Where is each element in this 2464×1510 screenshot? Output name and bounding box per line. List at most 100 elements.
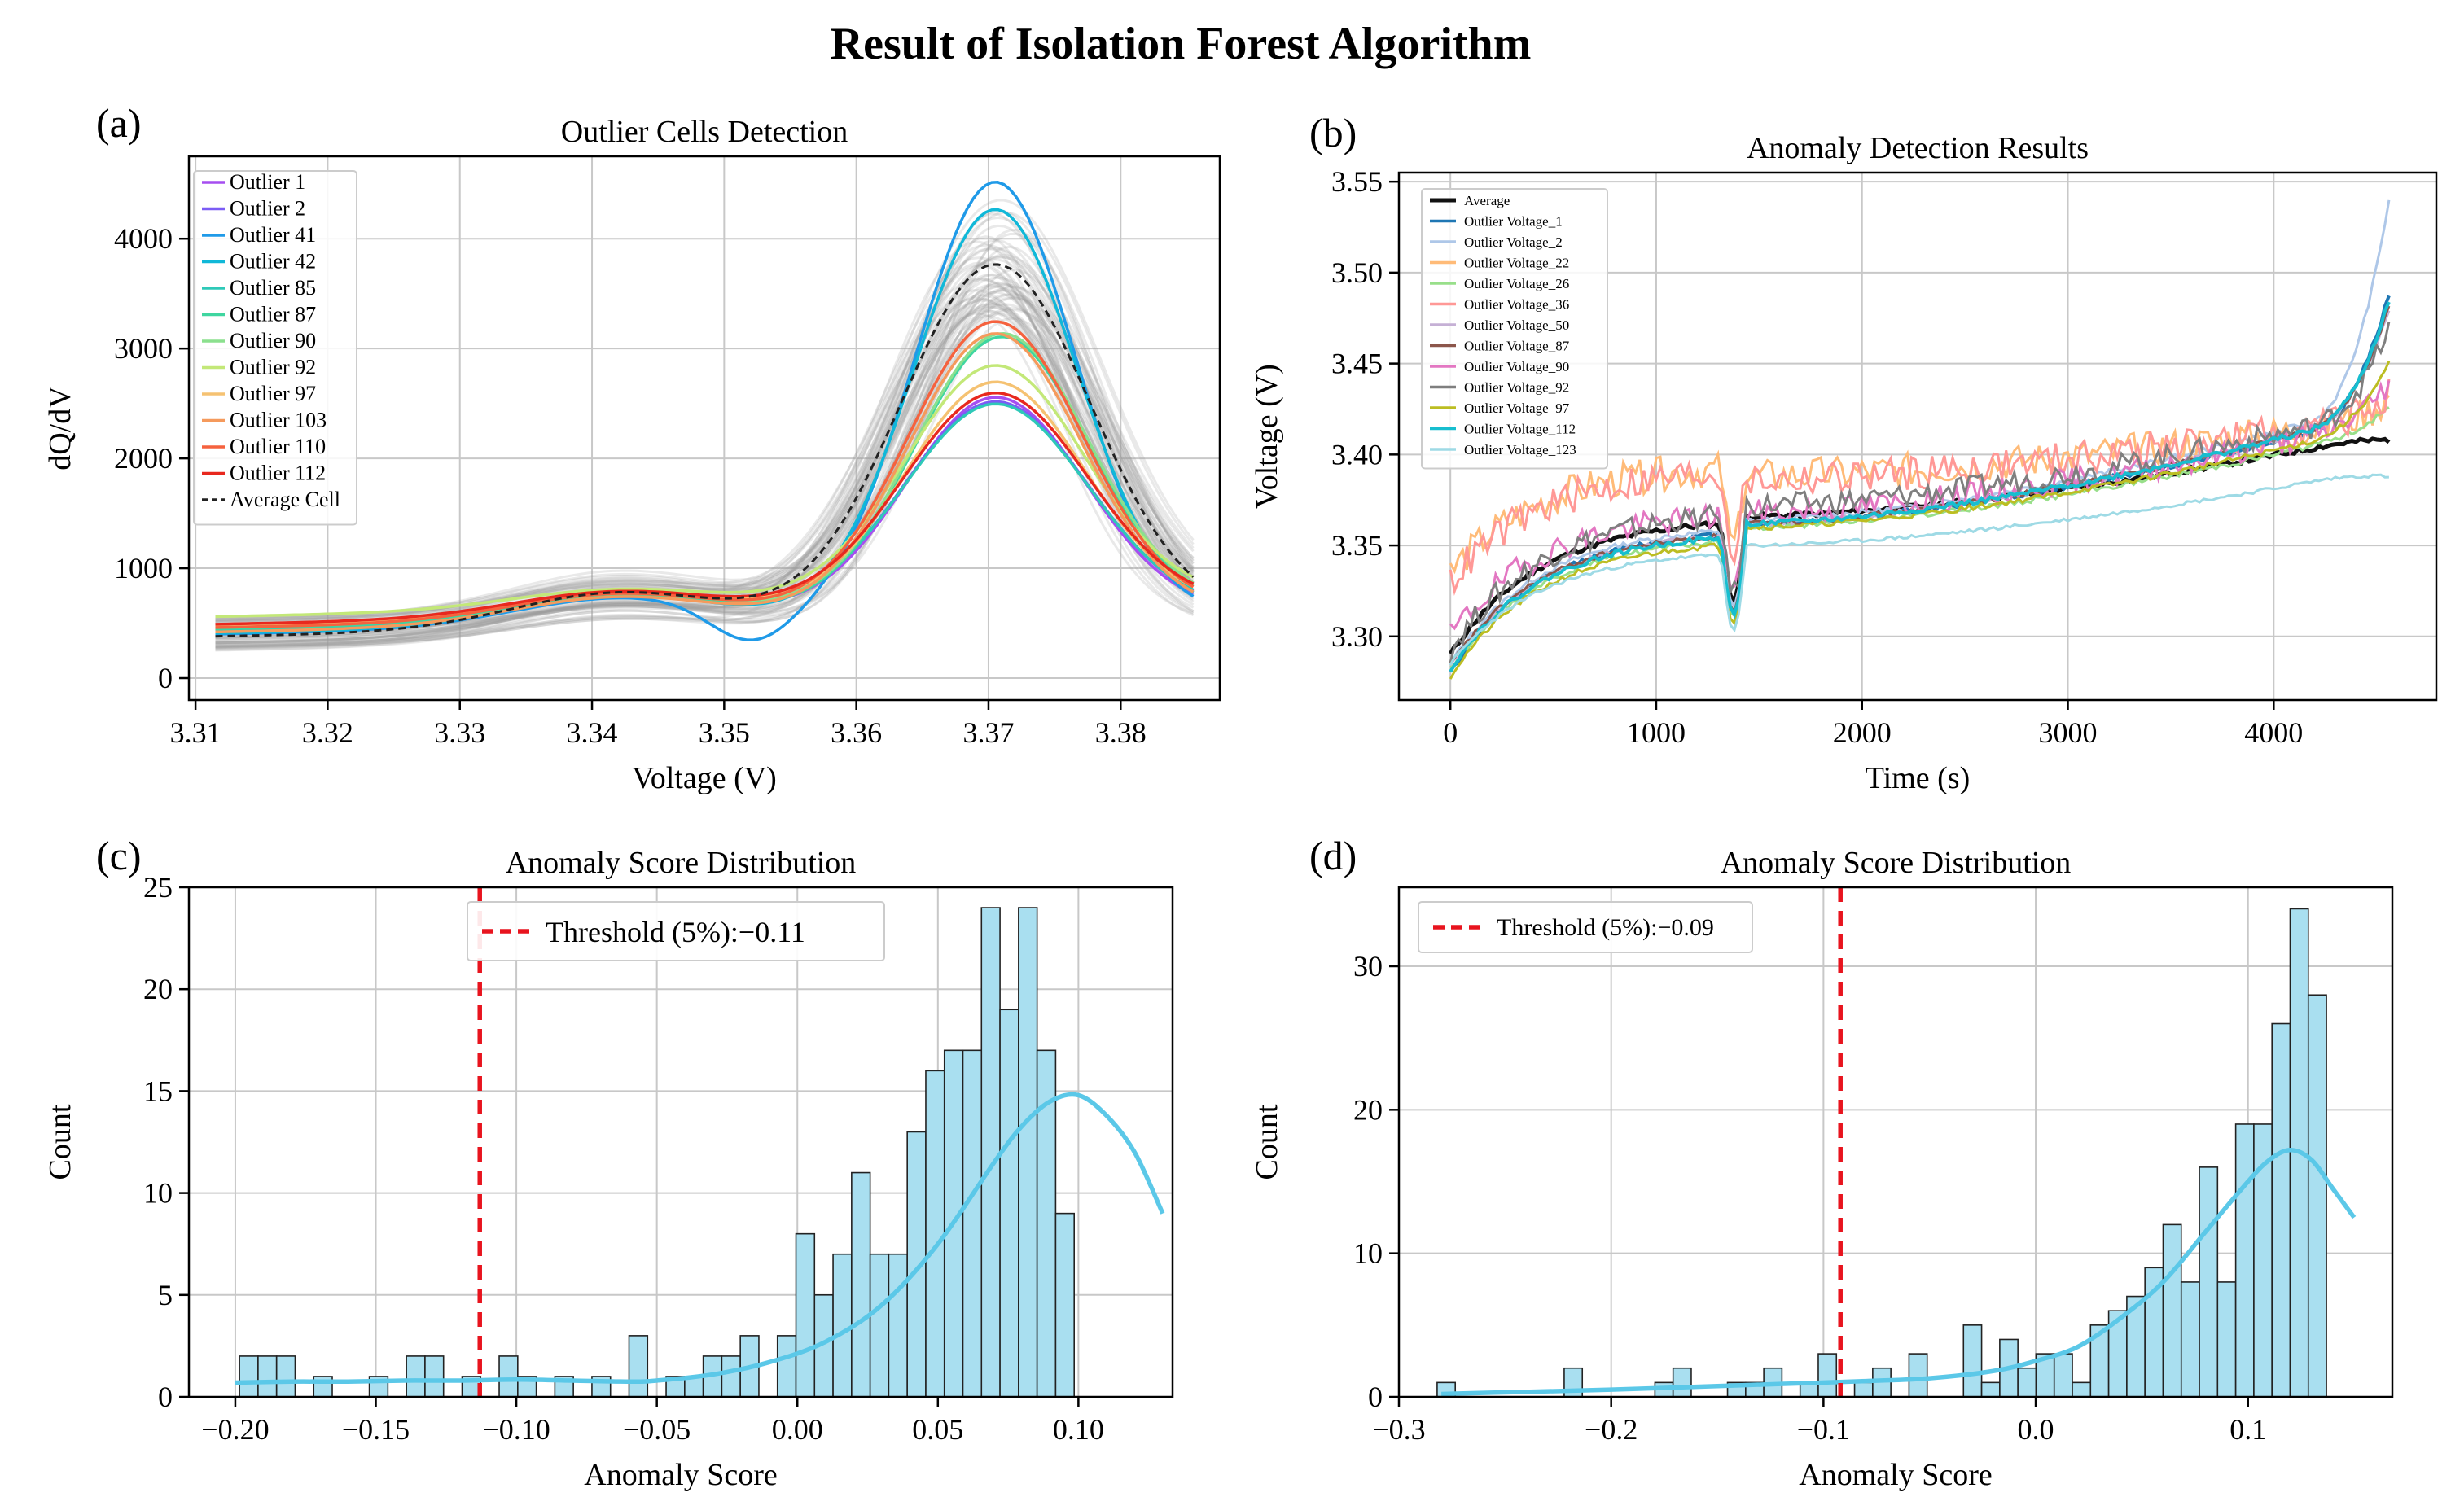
legend-label: Threshold (5%):−0.11 [546, 916, 805, 948]
panel-1: 0 1000 2000 3000 4000 3.30 3.35 3.40 3.45 3.50 3.5… [1250, 110, 2438, 795]
background-cell-line [215, 293, 1195, 641]
y-tick-label: 4000 [114, 222, 173, 255]
x-tick-label: 0.05 [912, 1413, 963, 1446]
panel-label: (d) [1309, 833, 1357, 878]
legend: Threshold (5%):−0.11 [467, 901, 885, 961]
legend-label: Outlier 112 [230, 462, 326, 485]
y-tick-label: 3.35 [1331, 529, 1383, 562]
histogram-bar [1962, 1324, 1983, 1397]
x-tick-label: 3.31 [170, 716, 221, 749]
x-tick-label: −0.2 [1585, 1413, 1638, 1446]
panel-label: (b) [1309, 110, 1357, 155]
histogram-bar [1817, 1353, 1838, 1397]
x-tick-label: −0.05 [623, 1413, 691, 1446]
background-cell-line [215, 299, 1195, 623]
legend-label: Outlier Voltage_90 [1464, 359, 1569, 374]
histogram-bar [2162, 1223, 2182, 1397]
histogram-bar [999, 1009, 1019, 1397]
x-tick-label: −0.15 [342, 1413, 410, 1446]
legend: Average Outlier Voltage_1 Outlier Voltage_… [1421, 188, 1608, 470]
y-tick-label: 3.55 [1331, 165, 1383, 198]
average-cell-line [215, 263, 1195, 638]
histogram-bar [424, 1355, 445, 1397]
y-tick-label: 10 [143, 1177, 173, 1210]
histogram-bar [1980, 1381, 2001, 1397]
legend-label: Average Cell [230, 488, 340, 511]
background-cell-line [215, 303, 1195, 623]
x-tick-label: 3.37 [962, 716, 1014, 749]
x-tick-label: 3.32 [302, 716, 353, 749]
axes-frame [1397, 171, 2438, 702]
legend-label: Outlier 2 [230, 197, 305, 221]
legend-frame [1418, 901, 1753, 953]
histogram-bar [721, 1355, 741, 1397]
histogram-bar [795, 1232, 816, 1397]
plot-area [215, 181, 1195, 652]
axes-frame [187, 886, 1174, 1398]
panel-label: (a) [96, 100, 142, 146]
background-cell-line [215, 268, 1195, 648]
x-axis-label: Voltage (V) [632, 761, 777, 795]
x-tick-label: 3.38 [1095, 716, 1147, 749]
y-tick-label: 0 [158, 662, 173, 694]
y-tick-label: 30 [1353, 950, 1383, 983]
background-cell-line [215, 245, 1195, 651]
y-axis-label: Count [1250, 1104, 1284, 1180]
legend-label: Outlier Voltage_123 [1464, 442, 1576, 457]
x-tick-label: 3.34 [567, 716, 618, 749]
y-tick-label: 3000 [114, 332, 173, 365]
x-tick-label: −0.3 [1372, 1413, 1425, 1446]
histogram-bar [257, 1355, 278, 1397]
y-tick-label: 15 [143, 1075, 173, 1107]
kde-curve [235, 1092, 1165, 1385]
histogram-bar [275, 1355, 296, 1397]
histogram-bar [2271, 1022, 2291, 1397]
series-line [215, 181, 1195, 641]
y-tick-label: 5 [158, 1279, 173, 1311]
y-tick-label: 1000 [114, 552, 173, 584]
panel-0: 3.31 3.32 3.33 3.34 3.35 3.36 3.37 3.38 0 1000 200… [43, 100, 1221, 795]
x-tick-label: 0 [1443, 716, 1458, 749]
histogram-bar [406, 1355, 426, 1397]
background-cell-line [215, 308, 1195, 641]
histogram-bar [1853, 1381, 1874, 1397]
histogram-bar [2053, 1353, 2073, 1397]
background-cell-line [215, 212, 1195, 622]
x-tick-label: −0.1 [1797, 1413, 1850, 1446]
y-tick-label: 3.45 [1331, 348, 1383, 380]
panel-label: (c) [96, 833, 142, 878]
panel-3: −0.3 −0.2 −0.1 0.0 0.1 0 10 20 30 Anomaly Score D… [1250, 833, 2394, 1492]
legend-label: Threshold (5%):−0.09 [1497, 914, 1714, 941]
figure-title: Result of Isolation Forest Algorithm [831, 19, 1532, 69]
background-cell-line [215, 285, 1195, 650]
x-tick-label: 0.10 [1053, 1413, 1104, 1446]
histogram-bar [2216, 1281, 2237, 1397]
kde-curve [1441, 1147, 2357, 1397]
background-cell-line [215, 235, 1195, 648]
series-line [1449, 473, 2389, 666]
histogram-bar [2199, 1166, 2219, 1397]
background-cell-line [215, 303, 1195, 643]
axes-frame [1397, 886, 2394, 1398]
histogram-bar [962, 1049, 983, 1397]
legend-label: Outlier Voltage_26 [1464, 276, 1569, 291]
legend-label: Outlier Voltage_97 [1464, 400, 1570, 416]
legend-label: Outlier Voltage_87 [1464, 339, 1570, 354]
y-axis-label: Voltage (V) [1250, 364, 1284, 509]
histogram-bar [498, 1355, 519, 1397]
background-cell-line [215, 232, 1195, 645]
background-cell-line [215, 317, 1195, 641]
background-cell-line [215, 296, 1195, 645]
y-tick-label: 3.40 [1331, 438, 1383, 471]
legend-label: Outlier Voltage_36 [1464, 297, 1569, 313]
y-tick-label: 10 [1353, 1237, 1383, 1270]
plot-area [1436, 887, 2357, 1397]
x-tick-label: 0.1 [2229, 1413, 2266, 1446]
legend-label: Outlier Voltage_1 [1464, 214, 1563, 230]
legend-label: Outlier 103 [230, 409, 327, 432]
y-tick-label: 2000 [114, 442, 173, 475]
series-line [215, 364, 1195, 619]
histogram-bar [2234, 1123, 2255, 1397]
histogram-bar [1672, 1367, 1692, 1397]
x-axis-label: Time (s) [1866, 761, 1970, 795]
